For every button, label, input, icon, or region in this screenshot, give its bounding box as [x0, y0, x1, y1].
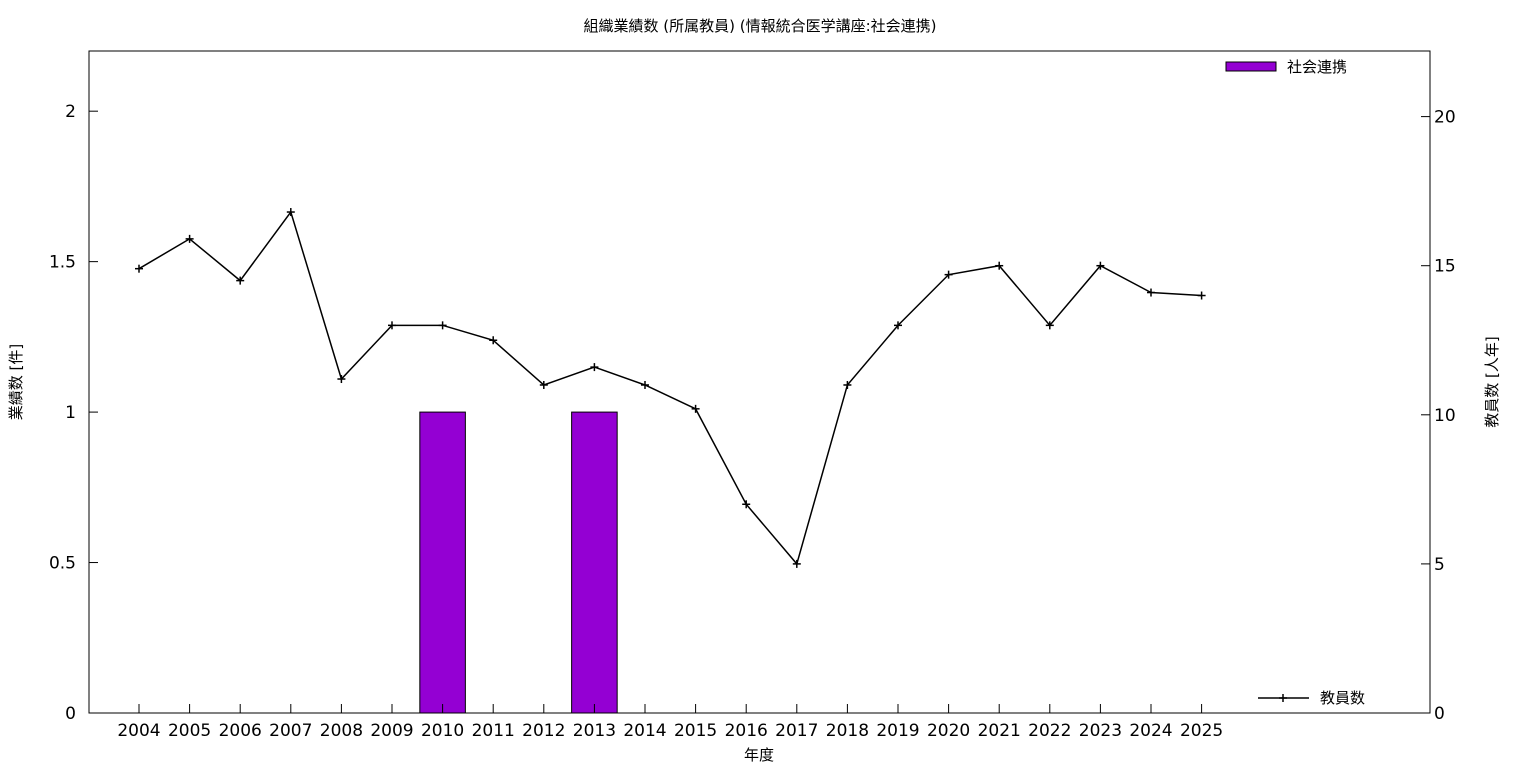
- x-tick-label: 2012: [522, 721, 565, 741]
- x-tick-label: 2005: [168, 721, 211, 741]
- y2-tick-label: 5: [1434, 555, 1445, 575]
- bar-2010: [419, 411, 466, 714]
- x-tick-label: 2013: [573, 721, 616, 741]
- y-tick-label: 2: [65, 102, 76, 122]
- chart-title: 組織業績数 (所属教員) (情報統合医学講座:社会連携): [583, 17, 936, 35]
- line-point-2011: [489, 336, 498, 345]
- x-tick-label: 2010: [421, 721, 464, 741]
- line-point-2008: [337, 375, 346, 384]
- x-tick-label: 2007: [269, 721, 312, 741]
- line-point-2024: [1147, 288, 1155, 297]
- line-point-2012: [539, 380, 548, 389]
- x-tick-label: 2014: [623, 721, 666, 741]
- legend-label-line: 教員数: [1320, 689, 1365, 707]
- x-axis-label: 年度: [744, 746, 774, 764]
- line-point-2004: [135, 264, 143, 273]
- y2-tick-label: 20: [1434, 108, 1456, 128]
- y-tick-label: 0.5: [49, 554, 76, 574]
- x-tick-label: 2022: [1028, 721, 1071, 741]
- line-point-2021: [995, 261, 1004, 270]
- y2-tick-label: 10: [1434, 406, 1456, 426]
- x-tick-label: 2009: [370, 721, 413, 741]
- line-point-2015: [691, 404, 700, 413]
- y-tick-label: 1: [65, 403, 76, 423]
- x-tick-label: 2020: [927, 721, 970, 741]
- line-point-2016: [742, 500, 751, 509]
- x-tick-label: 2024: [1129, 721, 1172, 741]
- line-point-2020: [944, 270, 953, 279]
- line-point-2013: [590, 363, 599, 372]
- y2-tick-label: 15: [1434, 257, 1456, 277]
- line-point-2009: [388, 321, 396, 330]
- x-tick-label: 2018: [826, 721, 869, 741]
- line-point-2025: [1197, 291, 1206, 300]
- bar-group: [419, 411, 618, 714]
- line-point-2019: [894, 321, 902, 330]
- y-tick-label: 0: [65, 704, 76, 724]
- right-axis: 0 5 10 15 20: [1421, 108, 1456, 724]
- legend-swatch-bar: [1225, 61, 1277, 72]
- x-tick-label: 2019: [876, 721, 919, 741]
- x-tick-label: 2011: [472, 721, 515, 741]
- legend: 社会連携 教員数: [1225, 58, 1365, 707]
- legend-label-bar: 社会連携: [1287, 58, 1347, 76]
- line-point-2007: [286, 208, 295, 217]
- y-axis-label: 業績数 [件]: [7, 344, 25, 420]
- x-tick-label: 2004: [117, 721, 160, 741]
- line-point-2010: [438, 321, 447, 330]
- line-point-2018: [843, 380, 852, 389]
- line-series-path: [138, 210, 1202, 566]
- legend-swatch-marker: [1279, 694, 1287, 702]
- line-point-2014: [641, 380, 649, 389]
- line-point-2022: [1045, 321, 1054, 330]
- left-axis: 0 0.5 1 1.5 2: [49, 102, 98, 724]
- y-tick-label: 1.5: [49, 253, 76, 273]
- y2-axis-label: 教員数 [人年]: [1483, 336, 1501, 427]
- x-tick-label: 2017: [775, 721, 818, 741]
- x-tick-label: 2016: [725, 721, 768, 741]
- y2-tick-label: 0: [1434, 704, 1445, 724]
- bar-2013: [571, 411, 618, 714]
- x-tick-label: 2021: [978, 721, 1021, 741]
- x-tick-label: 2023: [1079, 721, 1122, 741]
- line-point-2005: [185, 234, 194, 243]
- plot-frame: [88, 50, 1431, 714]
- line-series-group: [135, 208, 1206, 568]
- x-tick-label: 2006: [219, 721, 262, 741]
- line-point-2023: [1096, 261, 1105, 270]
- line-point-2006: [236, 276, 245, 285]
- x-tick-label: 2008: [320, 721, 363, 741]
- x-axis: 2004 2005 2006 2007 2008 2009 2010 2011 2012 2013…: [117, 704, 1223, 741]
- x-tick-label: 2025: [1180, 721, 1223, 741]
- line-point-2017: [792, 559, 801, 568]
- x-tick-label: 2015: [674, 721, 717, 741]
